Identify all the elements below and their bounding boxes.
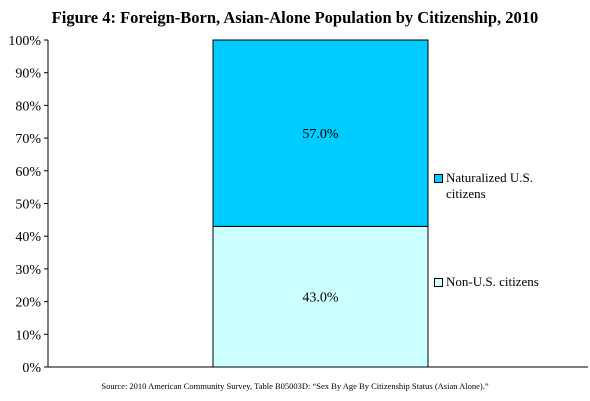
y-tick-label: 70% [15,132,41,147]
bar-data-labels: 43.0% 57.0% [302,127,339,306]
y-tick-label: 90% [15,67,41,82]
legend-swatch-naturalized [434,174,443,183]
y-tick-label: 40% [15,230,41,245]
source-note: Source: 2010 American Community Survey, … [101,381,489,391]
bar-segment-naturalized [212,39,429,227]
y-tick-label: 10% [15,328,41,343]
y-tick-label: 30% [15,263,41,278]
y-tick-label: 50% [15,198,41,213]
legend-label-non-citizens: Non-U.S. citizens [446,274,539,289]
y-tick-label: 20% [15,296,41,311]
y-axis-ticks: 0% 10% 20% 30% 40% 50% 60% 70% 80% 90% 100% [8,34,48,376]
legend-entry-non-citizens: Non-U.S. citizens [434,274,584,290]
chart-title: Figure 4: Foreign-Born, Asian-Alone Popu… [51,8,539,27]
legend-entry-naturalized: Naturalized U.S. citizens [434,170,584,202]
legend: Naturalized U.S. citizens Non-U.S. citiz… [434,170,584,290]
bar-data-label: 43.0% [302,291,339,306]
y-tick-label: 60% [15,165,41,180]
bar-data-label: 57.0% [302,127,339,142]
y-tick-label: 0% [22,361,41,376]
y-tick-label: 100% [8,34,41,49]
y-tick-label: 80% [15,99,41,114]
bar-segment-non-citizens [212,225,429,368]
legend-label-naturalized: Naturalized U.S. citizens [446,170,534,201]
bar-segments [212,39,429,368]
legend-swatch-non-citizens [434,278,443,287]
